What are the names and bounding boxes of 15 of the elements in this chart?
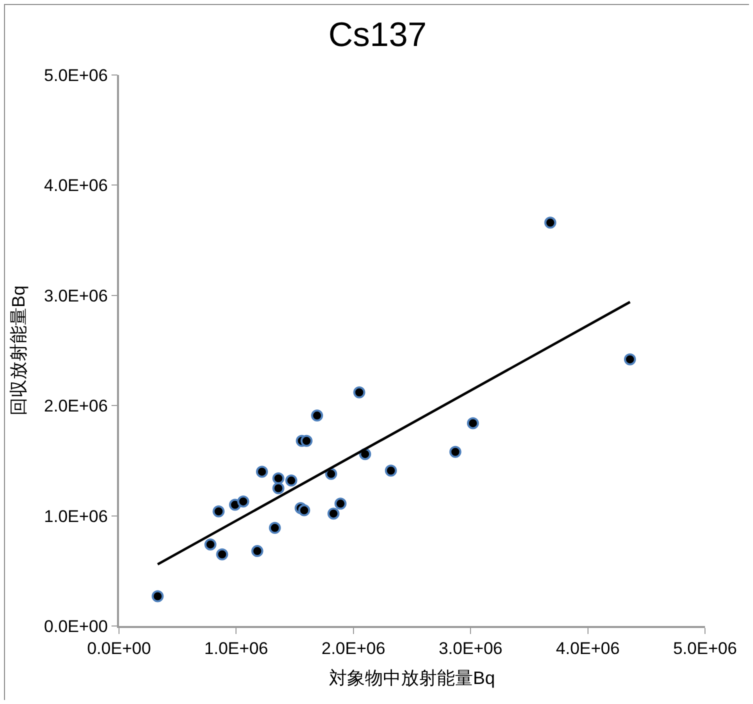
y-tick-label: 3.0E+06 bbox=[44, 286, 108, 306]
y-tick-label: 0.0E+00 bbox=[44, 616, 108, 636]
y-tick-label: 4.0E+06 bbox=[44, 176, 108, 196]
y-tick-label: 2.0E+06 bbox=[44, 396, 108, 416]
x-axis-title: 対象物中放射能量Bq bbox=[328, 668, 496, 688]
x-tick-label: 0.0E+00 bbox=[87, 639, 151, 658]
y-tick-label: 5.0E+06 bbox=[44, 66, 108, 85]
chart-title: Cs137 bbox=[328, 16, 427, 54]
x-tick-label: 1.0E+06 bbox=[204, 639, 268, 658]
y-tick-label: 1.0E+06 bbox=[44, 506, 108, 526]
x-tick-label: 2.0E+06 bbox=[321, 639, 386, 658]
x-tick-label: 3.0E+06 bbox=[438, 639, 503, 658]
x-tick-label: 5.0E+06 bbox=[673, 639, 737, 658]
x-tick-label: 4.0E+06 bbox=[556, 639, 620, 658]
y-axis-title: 回収放射能量Bq bbox=[8, 285, 29, 416]
